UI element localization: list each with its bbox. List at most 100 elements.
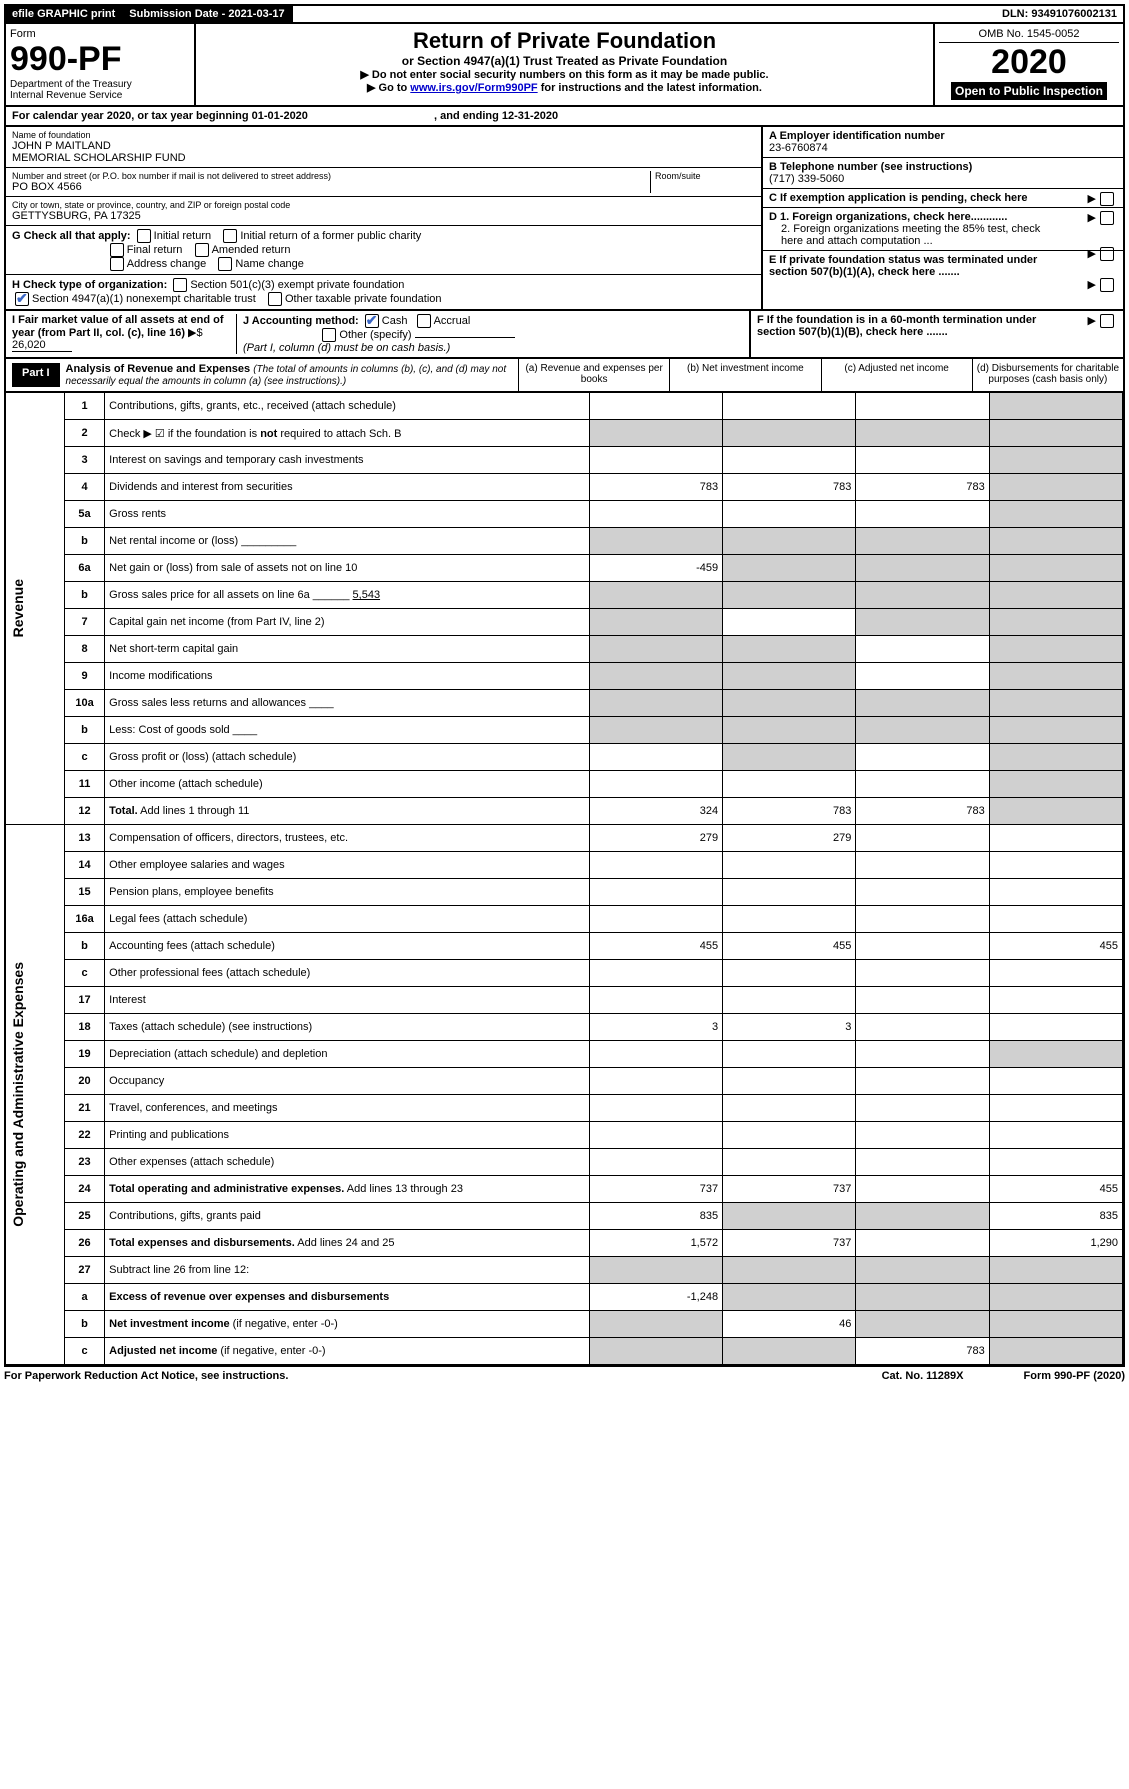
- table-row: 4Dividends and interest from securities7…: [6, 474, 1123, 501]
- omb-number: OMB No. 1545-0052: [939, 28, 1119, 43]
- line-desc: Total. Add lines 1 through 11: [105, 798, 590, 825]
- col-d-val: [989, 555, 1122, 582]
- table-row: 17Interest: [6, 987, 1123, 1014]
- table-row: bNet investment income (if negative, ent…: [6, 1311, 1123, 1338]
- table-row: bLess: Cost of goods sold ____: [6, 717, 1123, 744]
- opt-other-tax: Other taxable private foundation: [285, 293, 442, 305]
- col-a-val: [589, 690, 722, 717]
- revenue-label: Revenue: [6, 393, 64, 825]
- calendar-begin: For calendar year 2020, or tax year begi…: [12, 110, 308, 122]
- g-section: G Check all that apply: Initial return I…: [6, 226, 761, 275]
- line-num: 20: [64, 1068, 104, 1095]
- note2-post: for instructions and the latest informat…: [538, 82, 762, 94]
- j-label: J Accounting method:: [243, 315, 359, 327]
- h-section: H Check type of organization: Section 50…: [6, 275, 761, 309]
- line-desc: Other employee salaries and wages: [105, 852, 590, 879]
- open-inspection: Open to Public Inspection: [951, 82, 1107, 100]
- note2-pre: Go to: [379, 82, 411, 94]
- table-row: 15Pension plans, employee benefits: [6, 879, 1123, 906]
- table-row: 23Other expenses (attach schedule): [6, 1149, 1123, 1176]
- part1-header: Part I Analysis of Revenue and Expenses …: [6, 359, 1123, 392]
- col-d-val: [989, 663, 1122, 690]
- h-label: H Check type of organization:: [12, 279, 167, 291]
- chk-initial[interactable]: [137, 229, 151, 243]
- line-desc: Gross rents: [105, 501, 590, 528]
- header-right: OMB No. 1545-0052 2020 Open to Public In…: [935, 24, 1123, 105]
- address-cell: Number and street (or P.O. box number if…: [6, 168, 761, 197]
- line-num: b: [64, 1311, 104, 1338]
- chk-501c3[interactable]: [173, 278, 187, 292]
- line-desc: Dividends and interest from securities: [105, 474, 590, 501]
- opt-initial-former: Initial return of a former public charit…: [240, 230, 421, 242]
- chk-d2[interactable]: [1100, 247, 1114, 261]
- chk-other-method[interactable]: [322, 328, 336, 342]
- col-a-val: [589, 636, 722, 663]
- top-bar: efile GRAPHIC print Submission Date - 20…: [4, 4, 1125, 24]
- opt-other: Other (specify): [339, 329, 411, 341]
- line-desc: Net investment income (if negative, ente…: [105, 1311, 590, 1338]
- line-num: 7: [64, 609, 104, 636]
- col-a-val: [589, 717, 722, 744]
- chk-name-change[interactable]: [218, 257, 232, 271]
- col-c-val: [856, 744, 989, 771]
- line-num: 10a: [64, 690, 104, 717]
- chk-addr-change[interactable]: [110, 257, 124, 271]
- table-row: 24Total operating and administrative exp…: [6, 1176, 1123, 1203]
- col-a-val: [589, 1257, 722, 1284]
- chk-final[interactable]: [110, 243, 124, 257]
- col-a-val: [589, 393, 722, 420]
- chk-cash[interactable]: [365, 314, 379, 328]
- line-desc: Net rental income or (loss) _________: [105, 528, 590, 555]
- line-num: 13: [64, 825, 104, 852]
- chk-accrual[interactable]: [417, 314, 431, 328]
- line-num: 6a: [64, 555, 104, 582]
- line-num: b: [64, 717, 104, 744]
- col-a-head: (a) Revenue and expenses per books: [519, 359, 670, 392]
- opt-cash: Cash: [382, 315, 408, 327]
- e-cell: E If private foundation status was termi…: [763, 251, 1123, 281]
- chk-d1[interactable]: [1100, 211, 1114, 225]
- col-d-val: 455: [989, 933, 1122, 960]
- col-c-val: [856, 1149, 989, 1176]
- i-j-cell: I Fair market value of all assets at end…: [6, 311, 751, 357]
- line-desc: Contributions, gifts, grants paid: [105, 1203, 590, 1230]
- col-d-val: [989, 474, 1122, 501]
- col-d-val: [989, 771, 1122, 798]
- line-desc: Pension plans, employee benefits: [105, 879, 590, 906]
- foundation-name: JOHN P MAITLAND MEMORIAL SCHOLARSHIP FUN…: [12, 140, 755, 164]
- chk-e[interactable]: [1100, 278, 1114, 292]
- chk-4947[interactable]: [15, 292, 29, 306]
- header-left: Form 990-PF Department of the Treasury I…: [6, 24, 196, 105]
- telephone: (717) 339-5060: [769, 173, 1117, 185]
- col-c-val: [856, 663, 989, 690]
- line-num: 14: [64, 852, 104, 879]
- chk-c[interactable]: [1100, 192, 1114, 206]
- col-d-head: (d) Disbursements for charitable purpose…: [973, 359, 1123, 392]
- calendar-end: , and ending 12-31-2020: [434, 110, 558, 122]
- col-d-val: [989, 960, 1122, 987]
- col-a-val: 324: [589, 798, 722, 825]
- col-c-val: [856, 1068, 989, 1095]
- irs-link[interactable]: www.irs.gov/Form990PF: [410, 82, 537, 94]
- col-a-val: 1,572: [589, 1230, 722, 1257]
- subdate-value: 2021-03-17: [228, 8, 284, 20]
- chk-other-tax[interactable]: [268, 292, 282, 306]
- col-b-val: [723, 1041, 856, 1068]
- line-desc: Gross profit or (loss) (attach schedule): [105, 744, 590, 771]
- tel-label: B Telephone number (see instructions): [769, 161, 1117, 173]
- part1: Part I Analysis of Revenue and Expenses …: [4, 359, 1125, 1367]
- g-label: G Check all that apply:: [12, 230, 131, 242]
- table-row: Revenue1Contributions, gifts, grants, et…: [6, 393, 1123, 420]
- table-row: 22Printing and publications: [6, 1122, 1123, 1149]
- col-a-val: [589, 1311, 722, 1338]
- col-d-val: [989, 1284, 1122, 1311]
- ein-cell: A Employer identification number 23-6760…: [763, 127, 1123, 158]
- col-d-val: [989, 501, 1122, 528]
- col-c-val: [856, 852, 989, 879]
- chk-f[interactable]: [1100, 314, 1114, 328]
- line-num: b: [64, 528, 104, 555]
- chk-amended[interactable]: [195, 243, 209, 257]
- col-b-val: 3: [723, 1014, 856, 1041]
- chk-initial-former[interactable]: [223, 229, 237, 243]
- efile-button[interactable]: efile GRAPHIC print: [6, 6, 123, 22]
